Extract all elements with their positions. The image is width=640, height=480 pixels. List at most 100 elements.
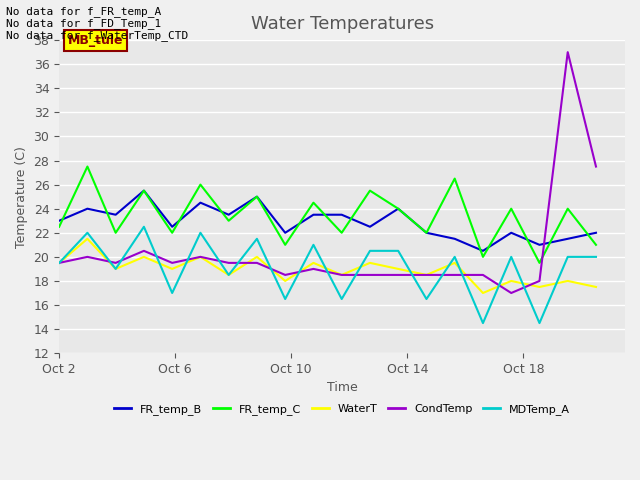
Title: Water Temperatures: Water Temperatures	[250, 15, 434, 33]
FR_temp_C	[564, 206, 572, 212]
FR_temp_C	[338, 230, 346, 236]
Legend: FR_temp_B, FR_temp_C, WaterT, CondTemp, MDTemp_A: FR_temp_B, FR_temp_C, WaterT, CondTemp, …	[110, 399, 574, 419]
Line: CondTemp: CondTemp	[59, 52, 596, 293]
CondTemp	[394, 272, 402, 278]
CondTemp	[451, 272, 458, 278]
CondTemp	[140, 248, 148, 254]
FR_temp_C	[282, 242, 289, 248]
FR_temp_B	[338, 212, 346, 217]
Text: MB_tule: MB_tule	[68, 34, 124, 47]
FR_temp_B	[168, 224, 176, 229]
FR_temp_B	[84, 206, 92, 212]
CondTemp	[196, 254, 204, 260]
WaterT	[196, 254, 204, 260]
FR_temp_B	[55, 218, 63, 224]
FR_temp_B	[366, 224, 374, 229]
WaterT	[422, 272, 430, 278]
CondTemp	[168, 260, 176, 266]
MDTemp_A	[536, 320, 543, 326]
CondTemp	[253, 260, 260, 266]
FR_temp_C	[508, 206, 515, 212]
FR_temp_C	[366, 188, 374, 193]
WaterT	[55, 260, 63, 266]
MDTemp_A	[592, 254, 600, 260]
Text: No data for f_FD_Temp_1: No data for f_FD_Temp_1	[6, 18, 162, 29]
CondTemp	[310, 266, 317, 272]
WaterT	[338, 272, 346, 278]
FR_temp_B	[564, 236, 572, 242]
FR_temp_B	[310, 212, 317, 217]
FR_temp_C	[422, 230, 430, 236]
FR_temp_C	[479, 254, 487, 260]
MDTemp_A	[84, 230, 92, 236]
FR_temp_C	[394, 206, 402, 212]
WaterT	[479, 290, 487, 296]
WaterT	[564, 278, 572, 284]
WaterT	[253, 254, 260, 260]
FR_temp_C	[310, 200, 317, 205]
FR_temp_B	[479, 248, 487, 254]
MDTemp_A	[282, 296, 289, 302]
X-axis label: Time: Time	[326, 382, 358, 395]
WaterT	[84, 236, 92, 242]
FR_temp_C	[225, 218, 232, 224]
MDTemp_A	[196, 230, 204, 236]
FR_temp_C	[140, 188, 148, 193]
WaterT	[592, 284, 600, 290]
Line: FR_temp_C: FR_temp_C	[59, 167, 596, 263]
WaterT	[310, 260, 317, 266]
FR_temp_C	[536, 260, 543, 266]
CondTemp	[338, 272, 346, 278]
FR_temp_B	[592, 230, 600, 236]
MDTemp_A	[310, 242, 317, 248]
CondTemp	[479, 272, 487, 278]
MDTemp_A	[112, 266, 120, 272]
CondTemp	[225, 260, 232, 266]
MDTemp_A	[508, 254, 515, 260]
MDTemp_A	[479, 320, 487, 326]
FR_temp_B	[253, 194, 260, 200]
FR_temp_C	[196, 182, 204, 188]
CondTemp	[112, 260, 120, 266]
MDTemp_A	[168, 290, 176, 296]
WaterT	[366, 260, 374, 266]
MDTemp_A	[140, 224, 148, 229]
WaterT	[508, 278, 515, 284]
MDTemp_A	[253, 236, 260, 242]
MDTemp_A	[338, 296, 346, 302]
FR_temp_B	[112, 212, 120, 217]
CondTemp	[508, 290, 515, 296]
CondTemp	[422, 272, 430, 278]
WaterT	[536, 284, 543, 290]
FR_temp_C	[112, 230, 120, 236]
FR_temp_B	[140, 188, 148, 193]
FR_temp_C	[253, 194, 260, 200]
Line: WaterT: WaterT	[59, 239, 596, 293]
WaterT	[168, 266, 176, 272]
MDTemp_A	[451, 254, 458, 260]
WaterT	[225, 272, 232, 278]
CondTemp	[282, 272, 289, 278]
MDTemp_A	[55, 260, 63, 266]
Text: No data for f_FR_temp_A: No data for f_FR_temp_A	[6, 6, 162, 17]
Line: FR_temp_B: FR_temp_B	[59, 191, 596, 251]
FR_temp_C	[592, 242, 600, 248]
FR_temp_B	[422, 230, 430, 236]
FR_temp_B	[196, 200, 204, 205]
FR_temp_C	[451, 176, 458, 181]
WaterT	[140, 254, 148, 260]
CondTemp	[592, 164, 600, 169]
FR_temp_B	[508, 230, 515, 236]
Line: MDTemp_A: MDTemp_A	[59, 227, 596, 323]
FR_temp_B	[451, 236, 458, 242]
FR_temp_B	[282, 230, 289, 236]
MDTemp_A	[225, 272, 232, 278]
FR_temp_B	[394, 206, 402, 212]
FR_temp_B	[536, 242, 543, 248]
FR_temp_C	[84, 164, 92, 169]
CondTemp	[536, 278, 543, 284]
MDTemp_A	[564, 254, 572, 260]
CondTemp	[84, 254, 92, 260]
WaterT	[282, 278, 289, 284]
Text: No data for f_WaterTemp_CTD: No data for f_WaterTemp_CTD	[6, 30, 189, 41]
